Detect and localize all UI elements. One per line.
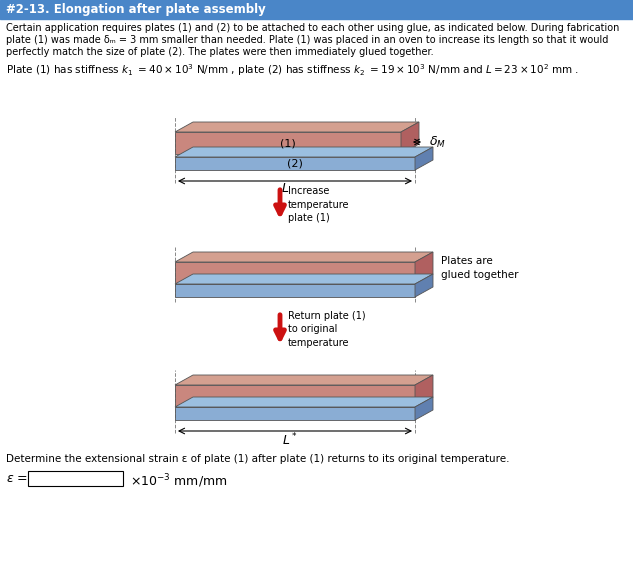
Polygon shape bbox=[415, 274, 433, 297]
Polygon shape bbox=[175, 284, 415, 297]
Polygon shape bbox=[415, 397, 433, 420]
Polygon shape bbox=[415, 375, 433, 407]
Polygon shape bbox=[415, 252, 433, 284]
Polygon shape bbox=[175, 157, 415, 170]
Polygon shape bbox=[175, 252, 433, 262]
Text: $\times 10^{-3}$ mm/mm: $\times 10^{-3}$ mm/mm bbox=[130, 472, 227, 490]
Text: Plate (1) has stiffness $k_1\ =40\times10^3$ N/mm , plate (2) has stiffness $k_2: Plate (1) has stiffness $k_1\ =40\times1… bbox=[6, 62, 579, 78]
Polygon shape bbox=[401, 122, 419, 154]
Text: Certain application requires plates (1) and (2) to be attached to each other usi: Certain application requires plates (1) … bbox=[6, 23, 619, 33]
Polygon shape bbox=[175, 407, 415, 420]
Text: Increase
temperature
plate (1): Increase temperature plate (1) bbox=[288, 186, 349, 223]
Text: $\delta_M$: $\delta_M$ bbox=[429, 134, 446, 149]
Text: plate (1) was made δₘ = 3 mm smaller than needed. Plate (1) was placed in an ove: plate (1) was made δₘ = 3 mm smaller tha… bbox=[6, 35, 608, 45]
Text: Plates are
glued together: Plates are glued together bbox=[441, 256, 518, 280]
Bar bbox=[28, 471, 123, 486]
Polygon shape bbox=[175, 262, 415, 284]
Text: Determine the extensional strain ε of plate (1) after plate (1) returns to its o: Determine the extensional strain ε of pl… bbox=[6, 454, 510, 464]
Polygon shape bbox=[175, 385, 415, 407]
Text: #2-13. Elongation after plate assembly: #2-13. Elongation after plate assembly bbox=[6, 3, 266, 16]
Text: $L^*$: $L^*$ bbox=[282, 432, 298, 448]
Polygon shape bbox=[175, 397, 433, 407]
Text: perfectly match the size of plate (2). The plates were then immediately glued to: perfectly match the size of plate (2). T… bbox=[6, 47, 434, 57]
Polygon shape bbox=[175, 147, 433, 157]
Polygon shape bbox=[175, 122, 419, 132]
Text: $\varepsilon$ =: $\varepsilon$ = bbox=[6, 472, 28, 485]
Text: L: L bbox=[282, 182, 289, 195]
Text: Return plate (1)
to original
temperature: Return plate (1) to original temperature bbox=[288, 311, 366, 348]
Text: (2): (2) bbox=[287, 158, 303, 169]
Polygon shape bbox=[415, 147, 433, 170]
Polygon shape bbox=[175, 132, 401, 154]
Polygon shape bbox=[175, 274, 433, 284]
Polygon shape bbox=[175, 375, 433, 385]
Bar bbox=[0, 0, 633, 19]
Text: (1): (1) bbox=[280, 138, 296, 148]
